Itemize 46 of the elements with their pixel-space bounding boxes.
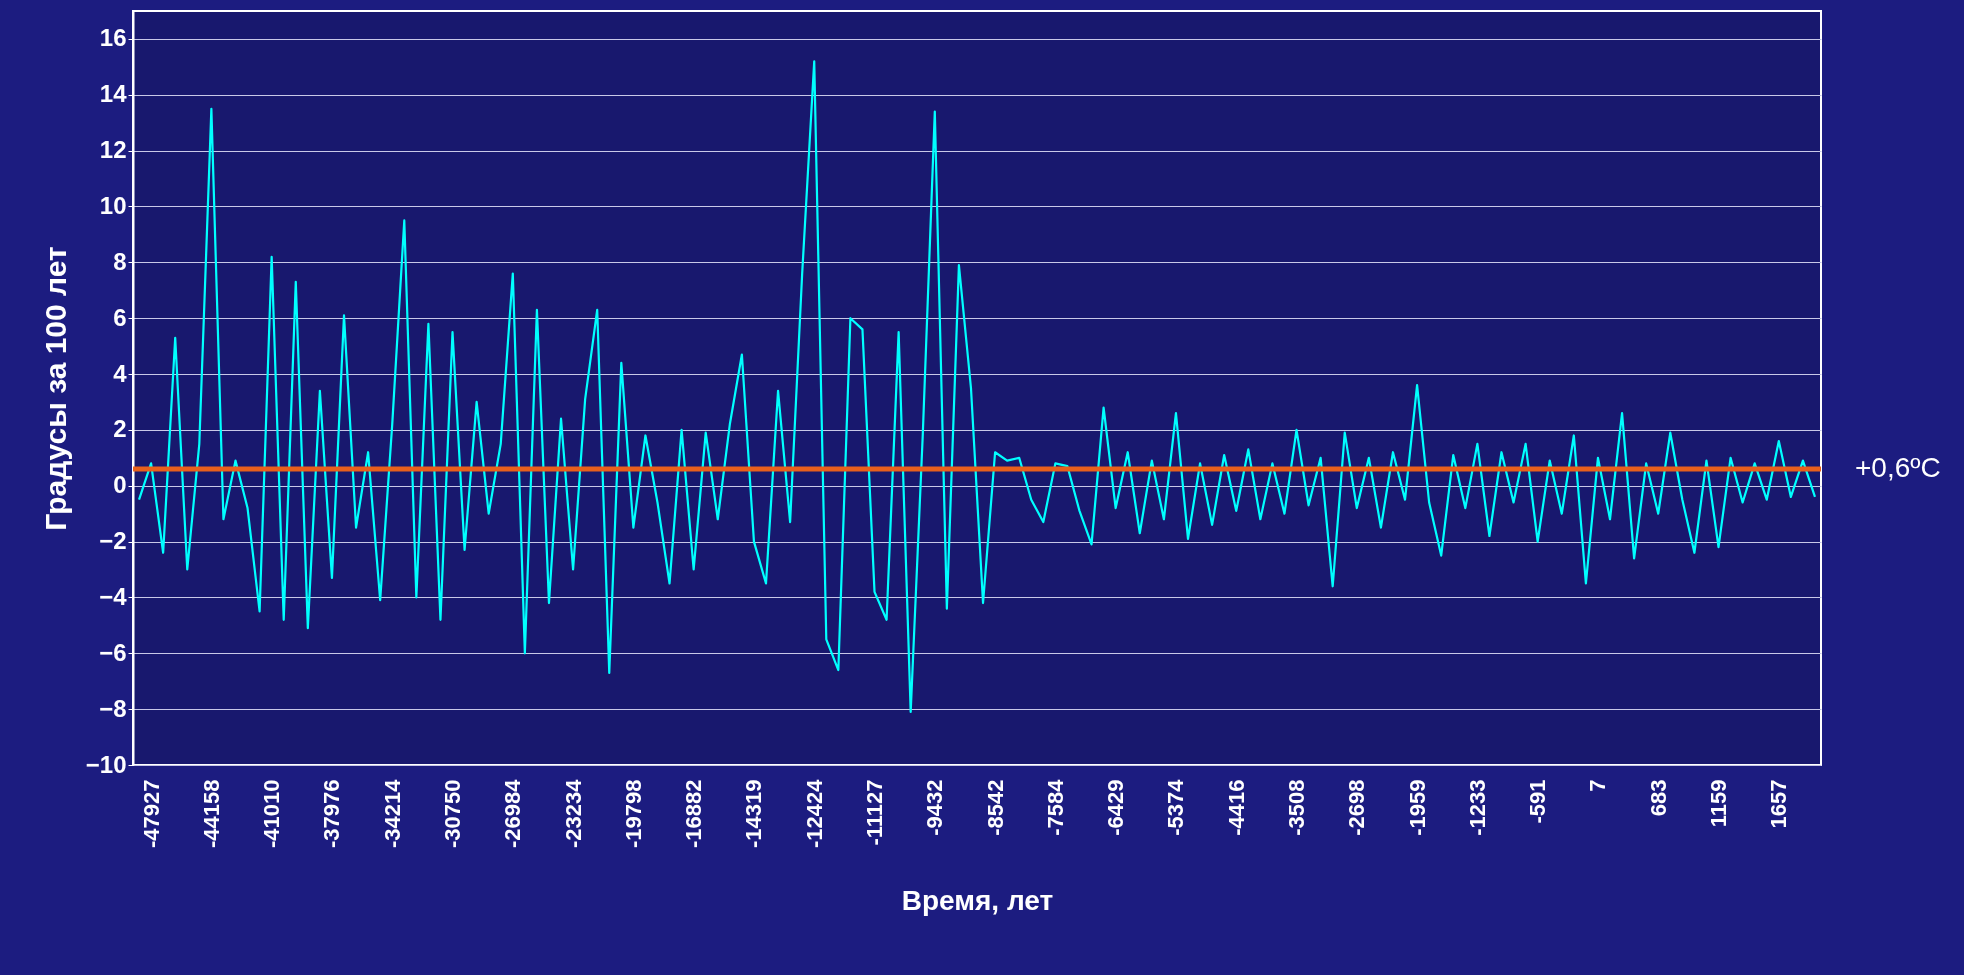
- ref-line-label: +0,6ºC: [1855, 451, 1941, 483]
- x-tick-label: -30750: [440, 779, 466, 849]
- x-tick-label: -12424: [801, 778, 827, 849]
- x-tick-label: -11127: [862, 779, 888, 846]
- x-tick-label: -3508: [1284, 779, 1310, 836]
- x-tick-label: 1657: [1766, 779, 1792, 829]
- y-tick-label: −10: [85, 750, 127, 778]
- x-tick-label: -23234: [560, 778, 586, 849]
- y-tick-label: 6: [113, 303, 127, 331]
- x-tick-label: -591: [1525, 779, 1551, 824]
- x-tick-label: -16882: [681, 779, 707, 849]
- x-tick-label: -14319: [741, 779, 767, 849]
- x-tick-label: -47927: [138, 779, 164, 849]
- y-tick-label: −2: [99, 527, 127, 555]
- x-tick-label: -44158: [198, 779, 224, 849]
- x-tick-label: -5374: [1163, 778, 1189, 836]
- line-series: [137, 60, 1817, 714]
- x-tick-label: 683: [1645, 779, 1671, 817]
- x-tick-label: -34214: [379, 778, 405, 849]
- y-tick-label: −4: [99, 582, 128, 610]
- x-tick-label: -1959: [1404, 779, 1430, 836]
- y-tick-label: −6: [99, 638, 127, 666]
- y-tick-label: −8: [99, 694, 127, 722]
- x-tick-label: -37976: [319, 779, 345, 849]
- x-axis-title: Время, лет: [901, 885, 1054, 916]
- x-tick-label: -7584: [1042, 778, 1068, 836]
- x-tick-label: -26984: [500, 778, 526, 849]
- y-tick-label: 16: [99, 24, 127, 52]
- x-tick-label: -4416: [1223, 779, 1249, 836]
- x-tick-label: -41010: [259, 779, 285, 849]
- y-axis-title: Градусы за 100 лет: [38, 246, 72, 531]
- x-tick-label: 1159: [1706, 779, 1732, 828]
- x-tick-label: -1233: [1464, 779, 1490, 836]
- y-tick-label: 14: [99, 80, 128, 108]
- y-tick-label: 4: [113, 359, 128, 387]
- y-tick-label: 12: [99, 136, 127, 164]
- y-tick-label: 0: [113, 471, 127, 499]
- y-tick-label: 10: [99, 191, 127, 219]
- x-tick-label: -2698: [1344, 779, 1370, 836]
- x-tick-label: -19798: [620, 779, 646, 849]
- x-tick-label: -9432: [922, 779, 948, 836]
- y-tick-label: 8: [113, 247, 127, 275]
- y-tick-label: 2: [113, 415, 127, 443]
- x-tick-label: 7: [1585, 779, 1611, 792]
- x-tick-label: -8542: [982, 779, 1008, 836]
- x-tick-label: -6429: [1103, 779, 1129, 836]
